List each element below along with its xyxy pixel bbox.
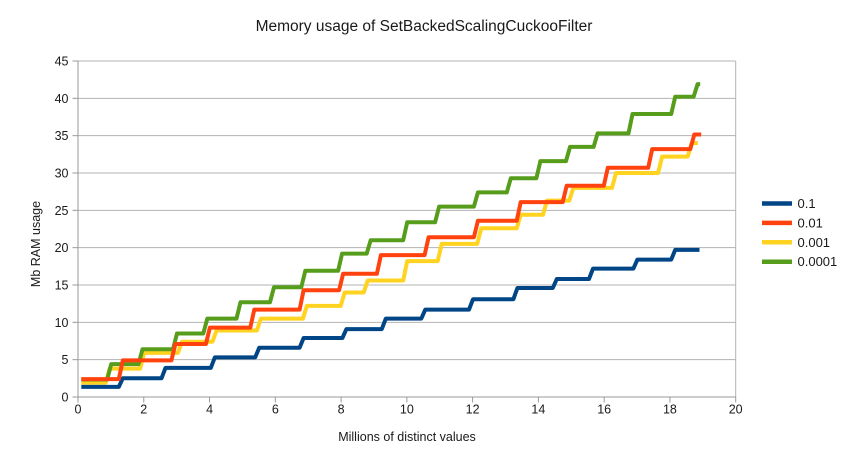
tick-label-y-15: 15 [55,279,69,293]
tick-label-y-45: 45 [55,55,69,69]
tick-label-x-6: 6 [272,403,279,417]
tick-label-x-2: 2 [140,403,147,417]
tick-label-x-8: 8 [338,403,345,417]
series-line-0.01 [81,132,702,382]
legend-label-0.1: 0.1 [798,196,816,211]
series-line-0.1 [81,247,700,389]
tick-label-y-10: 10 [55,316,69,330]
legend-label-0.001: 0.001 [798,235,831,250]
tick-label-x-16: 16 [597,403,611,417]
tick-label-x-18: 18 [663,403,677,417]
tick-label-x-14: 14 [531,403,545,417]
tick-label-y-30: 30 [55,167,69,181]
tick-label-y-0: 0 [62,391,69,405]
legend-label-0.0001: 0.0001 [798,254,838,269]
tick-label-x-10: 10 [400,403,414,417]
tick-label-y-25: 25 [55,204,69,218]
tick-label-y-5: 5 [62,353,69,367]
legend-label-0.01: 0.01 [798,215,823,230]
tick-label-y-40: 40 [55,92,69,106]
tick-label-y-35: 35 [55,129,69,143]
tick-label-x-20: 20 [729,403,743,417]
tick-label-y-20: 20 [55,241,69,255]
series-line-0.0001 [81,82,701,382]
chart-title: Memory usage of SetBackedScalingCuckooFi… [255,18,593,35]
tick-label-x-4: 4 [206,403,213,417]
x-axis-title: Millions of distinct values [338,430,476,444]
tick-label-x-12: 12 [466,403,480,417]
tick-label-x-0: 0 [75,403,82,417]
